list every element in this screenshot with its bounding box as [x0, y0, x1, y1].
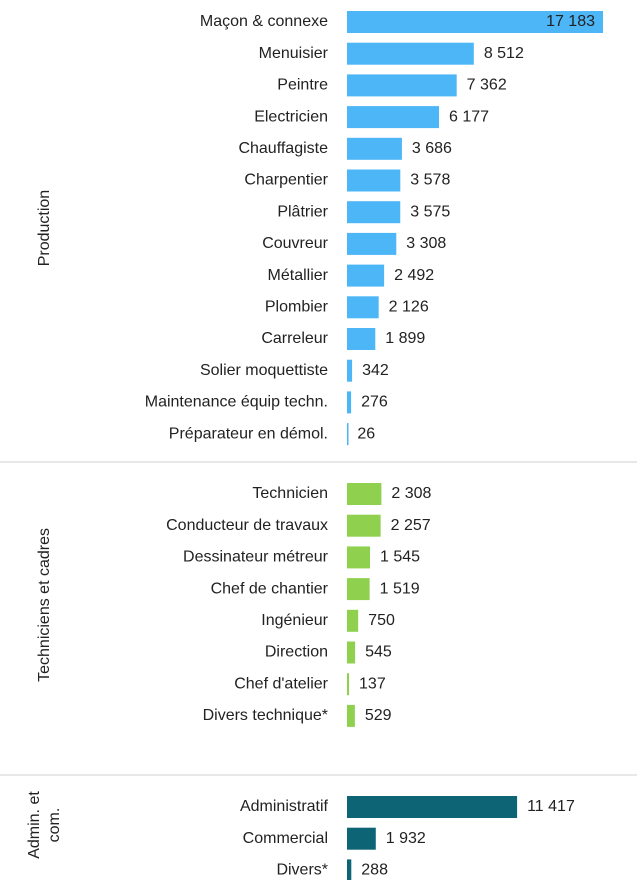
bar	[347, 704, 355, 727]
value-label: 2 308	[391, 485, 431, 502]
value-label: 11 417	[527, 798, 575, 815]
bar	[347, 264, 385, 287]
bar	[347, 328, 376, 350]
bar	[347, 42, 474, 65]
category-label: Chauffagiste	[238, 140, 328, 157]
bar	[347, 106, 440, 129]
bar	[347, 859, 352, 882]
bar	[347, 169, 401, 192]
group-label: Production	[36, 190, 53, 266]
category-label: Chef d'atelier	[234, 675, 328, 692]
category-label: Direction	[265, 644, 328, 661]
category-label: Maçon & connexe	[200, 13, 328, 30]
category-label: Divers technique*	[203, 707, 328, 724]
value-label: 7 362	[467, 77, 507, 94]
bar	[347, 296, 379, 319]
group-label: Techniciens et cadres	[36, 528, 53, 682]
group-label: Admin. et	[26, 791, 43, 859]
value-label: 26	[357, 425, 375, 442]
value-label: 529	[365, 707, 392, 724]
bar	[347, 359, 353, 382]
category-label: Ingénieur	[261, 612, 328, 629]
category-label: Conducteur de travaux	[166, 517, 328, 534]
category-label: Electricien	[254, 108, 328, 125]
bar	[347, 578, 370, 601]
bar	[347, 609, 359, 632]
value-label: 2 492	[394, 267, 434, 284]
value-label: 1 519	[380, 580, 420, 597]
category-label: Chef de chantier	[211, 580, 329, 597]
category-label: Technicien	[252, 485, 328, 502]
value-label: 17 183	[546, 13, 595, 30]
bar	[347, 201, 401, 224]
bar	[347, 673, 350, 696]
value-label: 3 578	[410, 172, 450, 189]
category-label: Commercial	[243, 830, 328, 847]
bar	[347, 137, 402, 160]
bar	[347, 546, 371, 569]
value-label: 545	[365, 644, 392, 661]
category-label: Plâtrier	[277, 203, 328, 220]
value-label: 1 932	[386, 830, 426, 847]
value-label: 3 575	[410, 203, 450, 220]
bar	[347, 641, 356, 664]
category-label: Solier moquettiste	[200, 362, 328, 379]
value-label: 137	[359, 675, 386, 692]
category-label: Charpentier	[244, 172, 328, 189]
bar	[347, 391, 352, 414]
category-label: Menuisier	[259, 45, 329, 62]
category-label: Préparateur en démol.	[169, 425, 328, 442]
bar	[347, 74, 457, 97]
category-label: Maintenance équip techn.	[145, 394, 328, 411]
group-label: com.	[46, 808, 63, 843]
value-label: 342	[362, 362, 389, 379]
value-label: 288	[361, 862, 388, 879]
bar	[347, 423, 349, 446]
value-label: 2 257	[391, 517, 431, 534]
value-label: 6 177	[449, 108, 489, 125]
value-label: 3 308	[406, 235, 446, 252]
bar	[347, 11, 603, 33]
category-label: Administratif	[240, 798, 329, 815]
category-label: Plombier	[265, 299, 329, 316]
bar	[347, 232, 397, 255]
category-label: Métallier	[268, 267, 329, 284]
value-label: 276	[361, 394, 388, 411]
bar	[347, 483, 382, 505]
category-label: Couvreur	[262, 235, 328, 252]
value-label: 750	[368, 612, 395, 629]
value-label: 1 545	[380, 549, 420, 566]
value-label: 8 512	[484, 45, 524, 62]
category-label: Peintre	[277, 77, 328, 94]
category-label: Dessinateur métreur	[183, 549, 329, 566]
bar	[347, 796, 518, 818]
bar	[347, 514, 381, 537]
value-label: 3 686	[412, 140, 452, 157]
category-label: Divers*	[276, 862, 328, 879]
value-label: 2 126	[389, 299, 429, 316]
category-label: Carreleur	[261, 330, 328, 347]
value-label: 1 899	[385, 330, 425, 347]
bar	[347, 827, 376, 850]
